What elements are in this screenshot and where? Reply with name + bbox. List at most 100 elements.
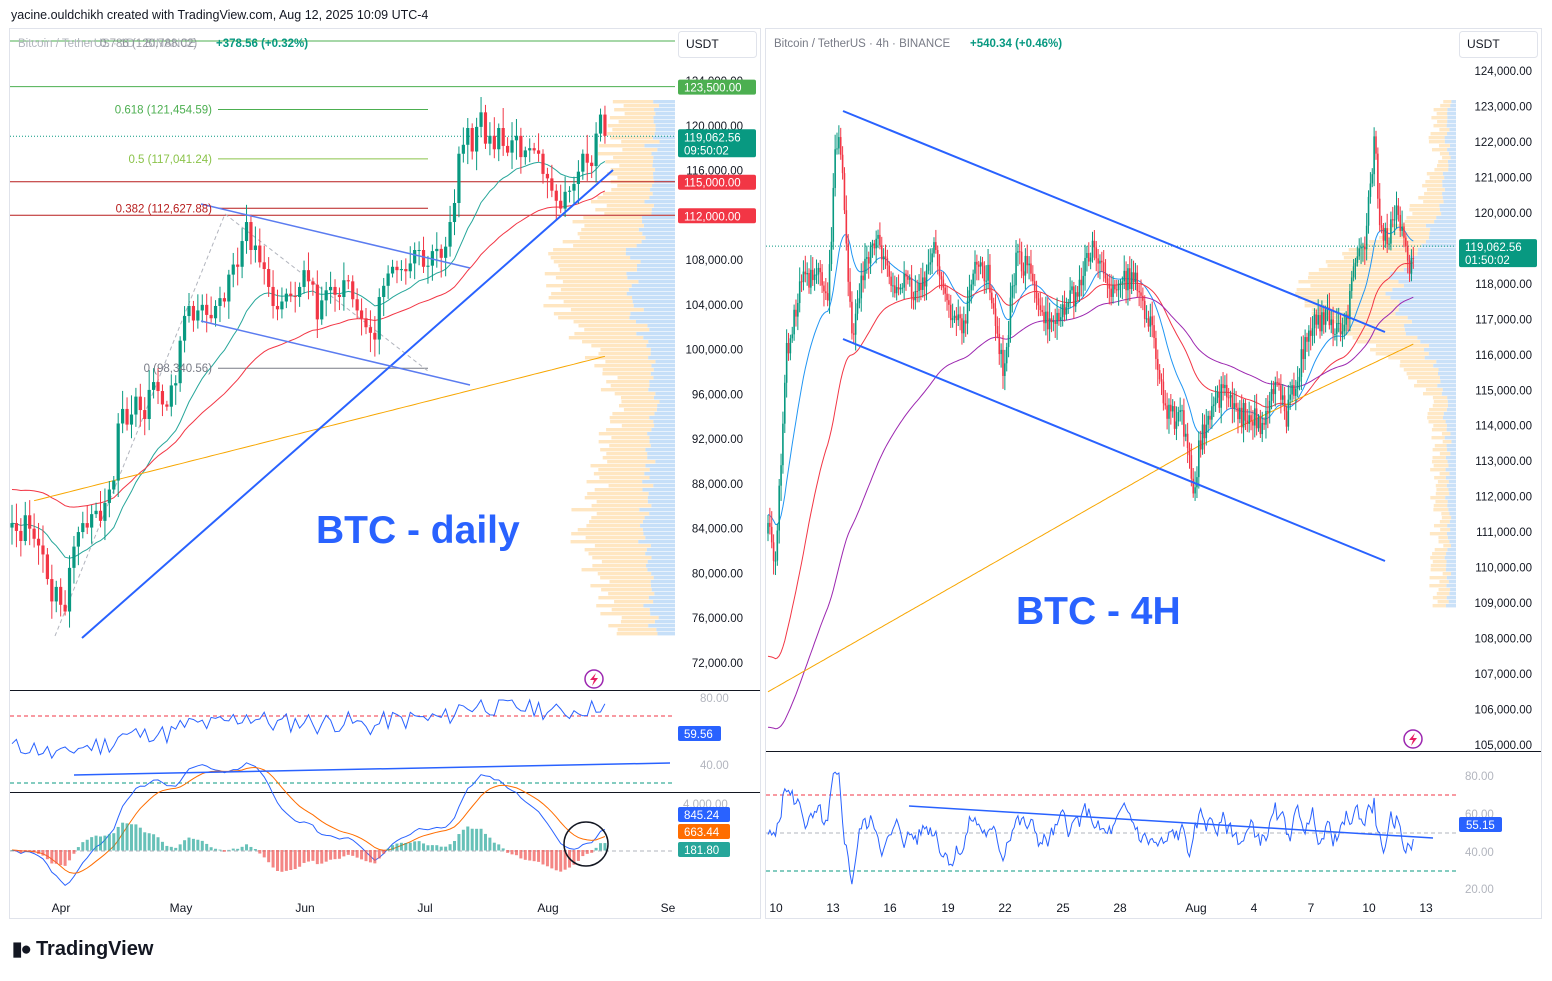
h4-candle: [834, 149, 836, 188]
h4-volume-profile-bar-down: [1434, 168, 1449, 172]
h4-volume-profile-bar-down: [1404, 220, 1435, 224]
h4-volume-profile-bar-up: [1447, 396, 1456, 400]
h4-candle: [856, 303, 859, 314]
daily-volume-profile-bar-down: [577, 528, 643, 532]
h4-candle: [1015, 252, 1017, 286]
h4-volume-profile-bar-up: [1428, 352, 1456, 356]
h4-candle: [1106, 278, 1109, 284]
h4-candle: [1192, 478, 1195, 494]
h4-x-tick: 25: [1056, 901, 1070, 915]
h4-candle: [1168, 404, 1170, 419]
daily-macd-histogram-bar: [23, 850, 27, 852]
h4-volume-profile-bar-up: [1424, 356, 1456, 360]
daily-macd-histogram-bar: [169, 846, 173, 851]
h4-x-tick: 16: [883, 901, 897, 915]
h4-volume-profile-bar-down: [1329, 320, 1412, 324]
h4-volume-profile-bar-up: [1436, 216, 1456, 220]
h4-volume-profile-bar-up: [1448, 152, 1456, 156]
h4-volume-profile-bar-up: [1450, 588, 1456, 592]
h4-candle: [804, 271, 807, 275]
h4-volume-profile-bar-down: [1327, 264, 1410, 268]
h4-volume-profile-bar-up: [1445, 468, 1456, 472]
h4-candle: [1354, 262, 1357, 267]
daily-volume-profile-bar-up: [649, 608, 675, 612]
h4-volume-profile-bar-down: [1375, 344, 1430, 348]
macd-tag-1: [678, 807, 730, 822]
h4-candle: [1328, 307, 1331, 326]
daily-candle: [196, 310, 200, 321]
h4-candle: [1274, 381, 1277, 395]
daily-volume-profile-bar-up: [645, 448, 675, 452]
daily-volume-profile-bar-up: [647, 324, 675, 328]
daily-currency-button[interactable]: [678, 31, 757, 58]
daily-fib-label: 0.382 (112,627.88): [116, 203, 213, 215]
daily-volume-profile-bar-down: [621, 616, 659, 620]
h4-candle: [830, 241, 833, 265]
daily-currency-label: USDT: [686, 37, 719, 51]
h4-candle: [862, 275, 864, 281]
tradingview-logo[interactable]: ▮● TradingView: [12, 938, 153, 961]
h4-volume-profile-bar-down: [1440, 104, 1451, 108]
daily-macd-histogram-bar: [360, 850, 364, 860]
h4-candle: [1391, 219, 1394, 221]
daily-candle: [85, 523, 89, 528]
daily-volume-profile-bar-down: [584, 224, 644, 228]
daily-volume-profile-bar-up: [648, 340, 675, 344]
daily-volume-profile-bar-down: [608, 624, 649, 628]
daily-macd-histogram-bar: [523, 850, 527, 860]
h4-volume-profile-bar-up: [1444, 188, 1456, 192]
daily-candle: [386, 273, 390, 286]
daily-volume-profile-bar-down: [617, 184, 653, 188]
h4-candle: [1214, 397, 1217, 405]
daily-volume-profile-bar-up: [646, 548, 675, 552]
daily-candle: [32, 528, 36, 539]
h4-volume-profile-bar-down: [1435, 500, 1448, 504]
h4-candle: [983, 265, 986, 282]
h4-candle: [1198, 440, 1200, 478]
h4-candle: [1207, 415, 1209, 425]
tradingview-logo-text: TradingView: [35, 938, 154, 960]
h4-currency-button[interactable]: [1459, 31, 1538, 58]
h4-volume-profile-bar-up: [1448, 600, 1456, 604]
daily-macd-histogram-bar: [488, 837, 492, 851]
daily-candle: [187, 305, 191, 317]
daily-volume-profile-bar-up: [649, 196, 675, 200]
daily-volume-profile-bar-down: [582, 340, 649, 344]
daily-volume-profile-bar-up: [655, 124, 675, 128]
daily-candle: [382, 285, 386, 298]
daily-events-icon[interactable]: [584, 669, 604, 689]
h4-candle: [1035, 290, 1038, 299]
daily-macd-histogram-bar: [125, 823, 129, 851]
daily-volume-profile-bar-down: [584, 548, 647, 552]
h4-volume-profile-bar-down: [1431, 428, 1447, 432]
daily-candle: [200, 304, 204, 311]
h4-candle: [1287, 399, 1290, 427]
daily-macd-histogram-bar: [134, 824, 138, 851]
h4-x-tick: 10: [1362, 901, 1376, 915]
daily-volume-profile-bar-down: [598, 352, 651, 356]
h4-volume-profile-bar-up: [1447, 536, 1456, 540]
daily-macd-histogram-bar: [532, 850, 536, 862]
h4-candle: [769, 522, 771, 527]
h4-volume-profile-bar-up: [1444, 136, 1456, 140]
daily-volume-profile-bar-up: [641, 240, 675, 244]
h4-candle: [1114, 285, 1116, 290]
h4-candle: [1091, 240, 1094, 258]
h4-volume-profile-bar-up: [1385, 292, 1456, 296]
h4-y-tick: 114,000.00: [1475, 421, 1532, 433]
daily-candle: [218, 298, 222, 306]
h4-events-icon[interactable]: [1403, 729, 1423, 749]
daily-macd-histogram-bar: [563, 850, 567, 870]
h4-volume-profile-bar-up: [1411, 320, 1456, 324]
daily-macd-histogram-bar: [528, 850, 532, 861]
daily-volume-profile-bar-up: [653, 420, 675, 424]
h4-rsi-trendline: [908, 805, 1434, 839]
h4-candle: [1065, 307, 1068, 315]
daily-candle: [395, 266, 399, 271]
daily-candle: [103, 502, 107, 521]
daily-candle: [178, 340, 182, 384]
h4-volume-profile-bar-up: [1443, 412, 1456, 416]
daily-volume-profile-bar-up: [626, 272, 675, 276]
daily-volume-profile-bar-down: [570, 308, 644, 312]
h4-volume-profile-bar-up: [1446, 584, 1456, 588]
